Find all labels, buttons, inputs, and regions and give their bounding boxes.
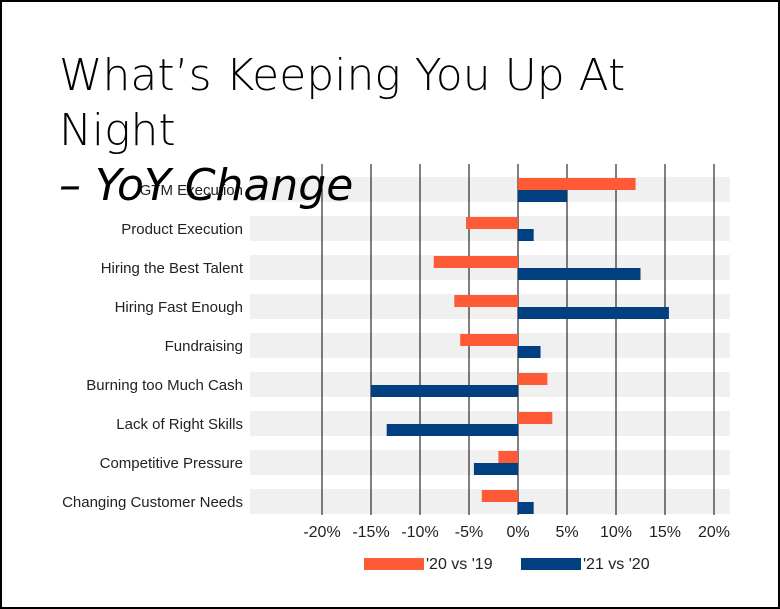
category-labels: GTM Execution Product Execution Hiring the… xyxy=(62,182,244,511)
category-label: GTM Execution xyxy=(140,182,243,199)
title-line-2: Night xyxy=(59,105,176,156)
category-label: Product Execution xyxy=(121,221,243,238)
x-axis-tick-labels: -20% -15% -10% -5% 0% 5% 10% 15% 20% xyxy=(303,524,730,541)
x-tick-label: -5% xyxy=(455,524,483,541)
category-label: Hiring the Best Talent xyxy=(101,260,244,277)
category-label: Burning too Much Cash xyxy=(86,377,243,394)
category-band xyxy=(250,177,730,202)
x-tick-label: -20% xyxy=(303,524,340,541)
bar-series-2 xyxy=(518,229,534,241)
x-tick-label: 5% xyxy=(555,524,578,541)
bar-series-1 xyxy=(466,217,518,229)
bar-series-1 xyxy=(454,295,518,307)
legend-swatch xyxy=(364,558,424,570)
title-line-1: What’s Keeping You Up At xyxy=(59,50,626,101)
bar-series-2 xyxy=(518,346,541,358)
bar-series-2 xyxy=(473,463,518,475)
bar-series-2 xyxy=(371,385,518,397)
legend: '20 vs '19 '21 vs '20 xyxy=(364,556,650,573)
bar-series-1 xyxy=(498,451,518,463)
category-label: Changing Customer Needs xyxy=(62,494,243,511)
bar-series-2 xyxy=(518,190,567,202)
category-label: Fundraising xyxy=(165,338,243,355)
x-tick-label: -10% xyxy=(401,524,438,541)
category-label: Lack of Right Skills xyxy=(116,416,243,433)
bar-series-1 xyxy=(433,256,518,268)
legend-swatch xyxy=(521,558,581,570)
bar-series-2 xyxy=(386,424,518,436)
bar-series-1 xyxy=(518,178,636,190)
bar-series-2 xyxy=(518,307,669,319)
bar-series-1 xyxy=(518,373,548,385)
legend-label: '20 vs '19 xyxy=(426,556,493,573)
x-tick-label: 20% xyxy=(698,524,730,541)
title-subtitle: – YoY Change xyxy=(59,160,354,211)
bar-series-2 xyxy=(518,502,534,514)
category-label: Hiring Fast Enough xyxy=(115,299,243,316)
bars xyxy=(371,178,669,514)
x-tick-label: 0% xyxy=(506,524,529,541)
x-tick-label: -15% xyxy=(352,524,389,541)
bar-series-1 xyxy=(460,334,518,346)
legend-label: '21 vs '20 xyxy=(583,556,650,573)
slide-title: What’s Keeping You Up At Night – YoY Cha… xyxy=(59,48,699,213)
x-tick-label: 15% xyxy=(649,524,681,541)
bar-series-2 xyxy=(518,268,641,280)
category-label: Competitive Pressure xyxy=(100,455,243,472)
x-tick-label: 10% xyxy=(600,524,632,541)
bar-series-1 xyxy=(518,412,553,424)
bar-series-1 xyxy=(481,490,518,502)
